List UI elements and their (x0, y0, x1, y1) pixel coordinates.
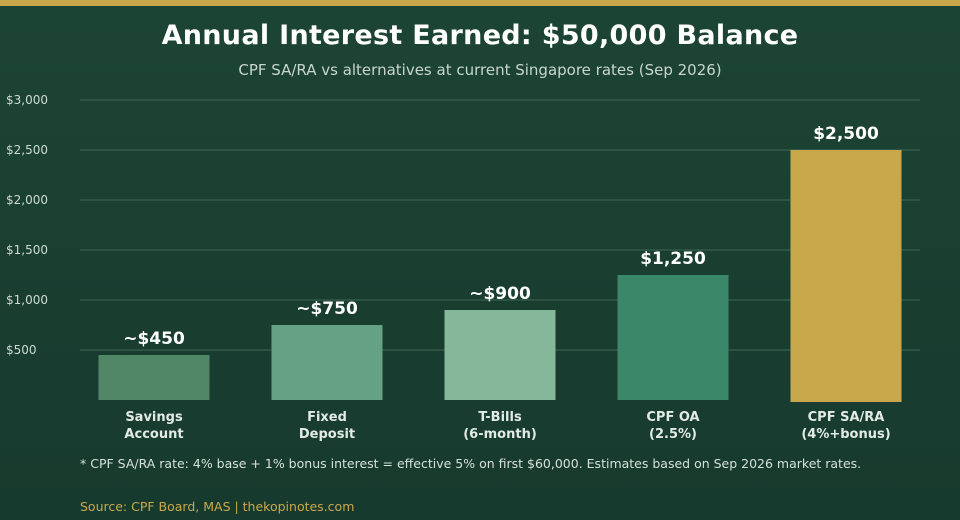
bar-value-label: ~$900 (469, 284, 531, 304)
chart-title: Annual Interest Earned: $50,000 Balance (161, 20, 799, 51)
y-tick-label: $3,000 (6, 93, 48, 107)
footnote: * CPF SA/RA rate: 4% base + 1% bonus int… (80, 456, 862, 471)
x-tick-label: Account (124, 427, 183, 442)
top-accent-bar (0, 0, 960, 6)
bar (271, 325, 383, 400)
bar-value-label: ~$450 (123, 329, 185, 349)
y-tick-label: $1,500 (6, 243, 48, 257)
bar-value-label: $1,250 (640, 249, 706, 269)
source-credit: Source: CPF Board, MAS | thekopinotes.co… (80, 499, 355, 514)
chart-subtitle: CPF SA/RA vs alternatives at current Sin… (238, 61, 722, 79)
x-tick-label: (4%+bonus) (801, 427, 890, 442)
bar-value-label: ~$750 (296, 299, 358, 319)
bar (790, 150, 902, 402)
x-tick-label: CPF SA/RA (808, 410, 885, 425)
y-tick-label: $2,500 (6, 143, 48, 157)
x-tick-label: Savings (125, 410, 183, 425)
bar (98, 355, 210, 400)
x-tick-label: (6-month) (463, 427, 537, 442)
x-tick-label: Fixed (307, 410, 347, 425)
bar (444, 310, 556, 400)
bar-value-label: $2,500 (813, 124, 879, 144)
y-tick-label: $2,000 (6, 193, 48, 207)
x-tick-label: T-Bills (478, 410, 522, 425)
x-tick-label: CPF OA (646, 410, 699, 425)
bar (617, 275, 729, 400)
x-tick-label: Deposit (299, 427, 355, 442)
y-tick-label: $1,000 (6, 293, 48, 307)
x-tick-label: (2.5%) (649, 427, 697, 442)
y-tick-label: $500 (6, 343, 37, 357)
